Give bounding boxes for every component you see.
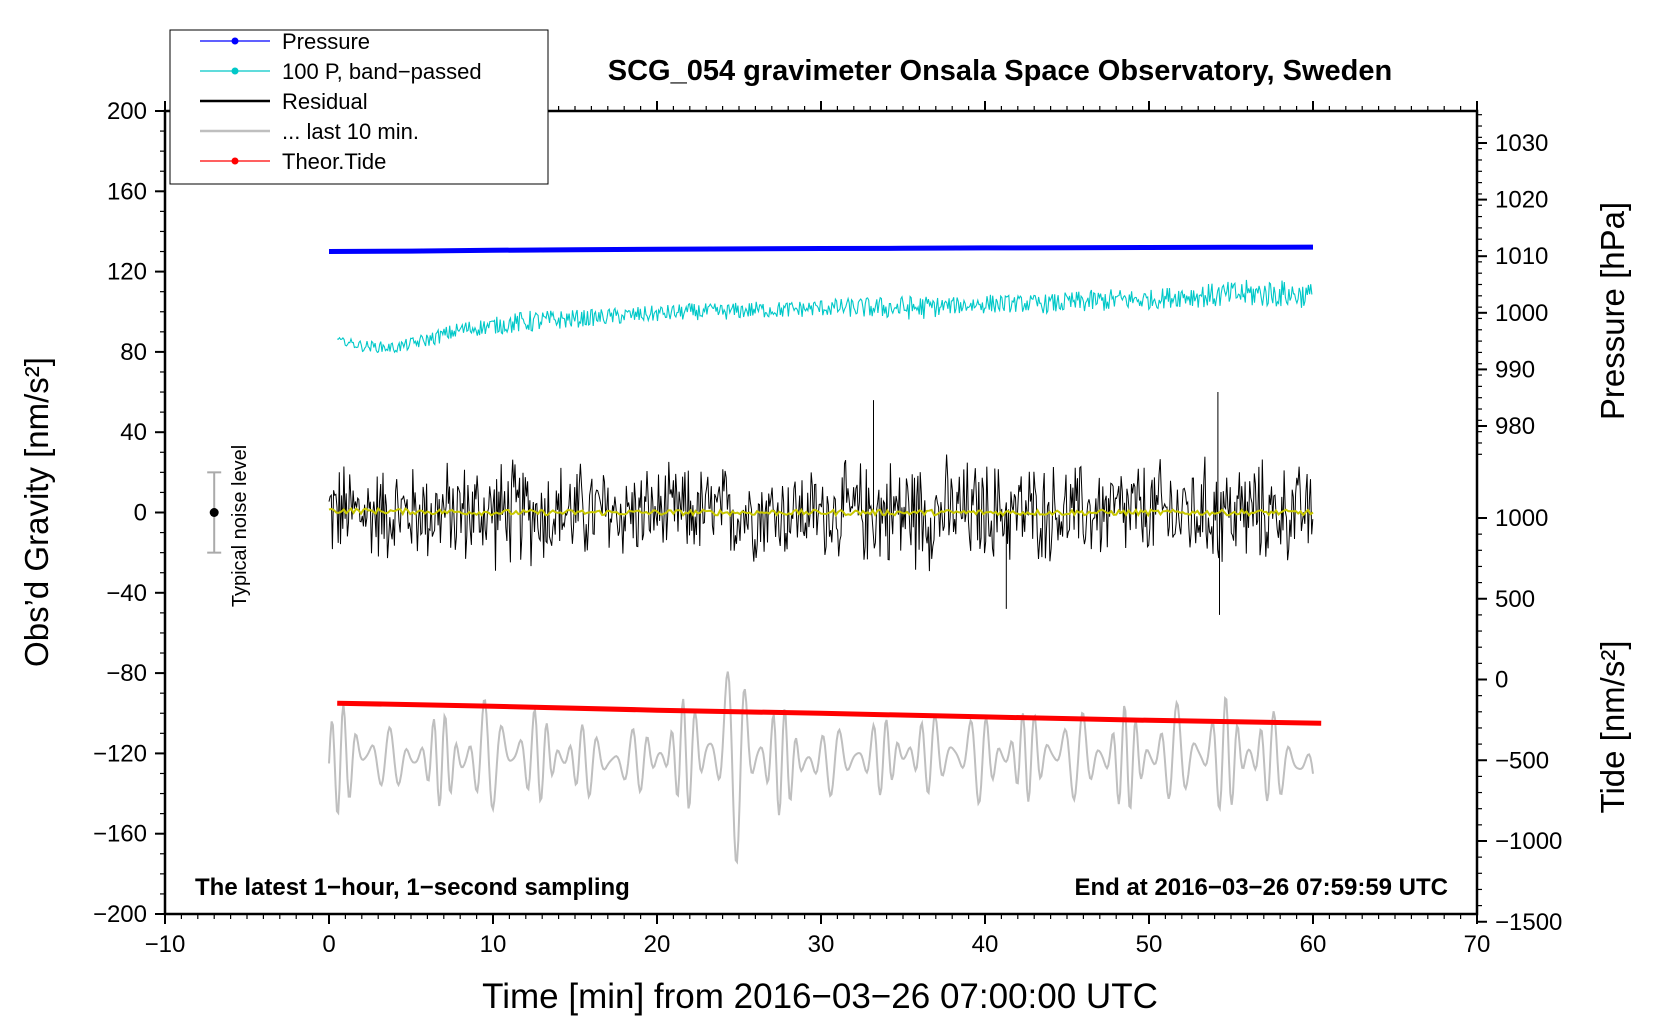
x-tick-label: 40	[972, 931, 999, 958]
x-tick-label: 10	[480, 931, 507, 958]
y-tick-label-left: 120	[107, 259, 147, 286]
legend-marker	[231, 157, 239, 165]
x-tick-label: 50	[1136, 931, 1163, 958]
legend-marker	[231, 37, 239, 45]
pressure-tick-label: 1000	[1495, 300, 1548, 327]
bottom-right-annotation: End at 2016−03−26 07:59:59 UTC	[1074, 874, 1448, 901]
tide-tick-label: 500	[1495, 586, 1535, 613]
tide-tick-label: −1500	[1495, 909, 1562, 936]
pressure-tick-label: 1030	[1495, 130, 1548, 157]
series-theoretical-tide	[337, 700, 1322, 726]
y-tick-label-left: −200	[93, 901, 147, 928]
ticks-group: −10 0 10 20 30 40 50 60 70−200−160−120−80−400408…	[93, 98, 1562, 958]
x-tick-label: 0	[322, 931, 335, 958]
series-residual	[328, 392, 1314, 615]
y-axis-label-pressure: Pressure [hPa]	[1594, 202, 1631, 420]
series-pressure	[328, 244, 1314, 254]
tide-tick-label: −1000	[1495, 828, 1562, 855]
y-tick-label-left: −160	[93, 821, 147, 848]
x-tick-label: 20	[644, 931, 671, 958]
tide-tick-label: −500	[1495, 747, 1549, 774]
legend-label: 100 P, band−passed	[282, 59, 482, 84]
y-tick-label-left: −120	[93, 740, 147, 767]
y-tick-label-left: 40	[120, 419, 147, 446]
y-axis-label-left: Obs’d Gravity [nm/s²]	[18, 357, 55, 667]
x-tick-label: 30	[808, 931, 835, 958]
x-axis-label: Time [min] from 2016−03−26 07:00:00 UTC	[482, 977, 1158, 1016]
legend: Pressure 100 P, band−passed Residual ... la…	[169, 29, 549, 185]
pressure-tick-label: 1020	[1495, 187, 1548, 214]
x-tick-label: 70	[1464, 931, 1491, 958]
series-group	[207, 244, 1322, 865]
pressure-tick-label: 980	[1495, 413, 1535, 440]
noise-level-label: Typical noise level	[229, 445, 251, 607]
y-axis-label-tide: Tide [nm/s²]	[1594, 641, 1631, 814]
y-tick-label-left: 80	[120, 339, 147, 366]
y-tick-label-left: 160	[107, 178, 147, 205]
series-residual-smoothed	[328, 506, 1314, 518]
legend-label: Theor.Tide	[282, 149, 386, 174]
y-tick-label-left: −80	[106, 660, 147, 687]
y-tick-label-left: 200	[107, 98, 147, 125]
legend-marker	[231, 67, 239, 75]
y-tick-label-left: 0	[134, 500, 147, 527]
bottom-left-annotation: The latest 1−hour, 1−second sampling	[195, 874, 630, 901]
legend-label: Pressure	[282, 29, 370, 54]
pressure-tick-label: 990	[1495, 356, 1535, 383]
legend-label: Residual	[282, 89, 368, 114]
y-tick-label-left: −40	[106, 580, 147, 607]
chart-title: SCG_054 gravimeter Onsala Space Observat…	[608, 55, 1392, 87]
tide-tick-label: 0	[1495, 667, 1508, 694]
series-last-10-min	[328, 671, 1314, 865]
series-band-passed-pressure	[337, 279, 1313, 354]
x-tick-label: −10	[145, 931, 186, 958]
legend-label: ... last 10 min.	[282, 119, 419, 144]
noise-bar-dot	[209, 508, 219, 517]
x-tick-label: 60	[1300, 931, 1327, 958]
tide-tick-label: 1000	[1495, 505, 1548, 532]
pressure-tick-label: 1010	[1495, 243, 1548, 270]
